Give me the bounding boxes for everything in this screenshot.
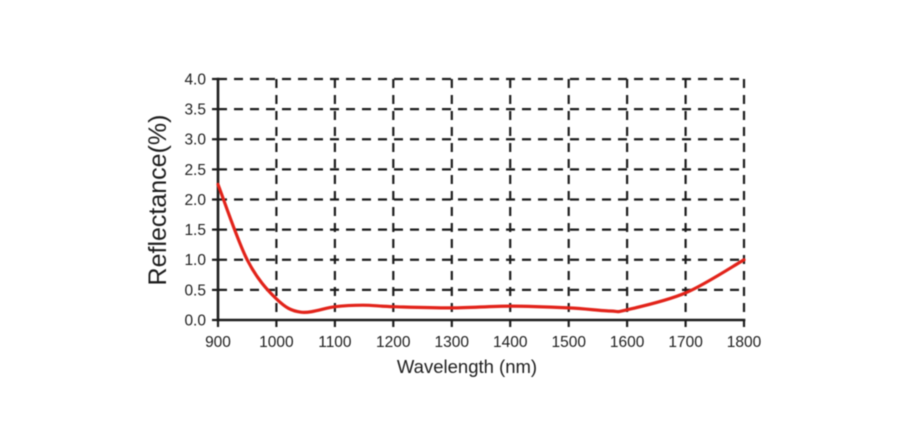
svg-text:1000: 1000 xyxy=(259,334,294,351)
svg-text:Wavelength (nm): Wavelength (nm) xyxy=(397,356,537,377)
svg-text:Reflectance(%): Reflectance(%) xyxy=(144,115,172,286)
svg-text:3.0: 3.0 xyxy=(184,132,206,149)
svg-text:1.5: 1.5 xyxy=(184,222,206,239)
svg-text:1800: 1800 xyxy=(727,334,762,351)
svg-text:1300: 1300 xyxy=(435,334,470,351)
svg-text:1200: 1200 xyxy=(376,334,411,351)
svg-text:1700: 1700 xyxy=(668,334,703,351)
svg-text:0.5: 0.5 xyxy=(184,282,206,299)
svg-text:0.0: 0.0 xyxy=(184,312,206,329)
svg-text:2.5: 2.5 xyxy=(184,162,206,179)
svg-text:900: 900 xyxy=(205,334,231,351)
svg-text:1100: 1100 xyxy=(318,334,352,351)
svg-text:1400: 1400 xyxy=(493,334,528,351)
svg-text:1.0: 1.0 xyxy=(184,252,206,269)
svg-text:2.0: 2.0 xyxy=(184,192,206,209)
svg-text:1600: 1600 xyxy=(610,334,645,351)
svg-text:3.5: 3.5 xyxy=(184,102,206,119)
svg-text:4.0: 4.0 xyxy=(184,72,206,89)
svg-text:1500: 1500 xyxy=(551,334,586,351)
